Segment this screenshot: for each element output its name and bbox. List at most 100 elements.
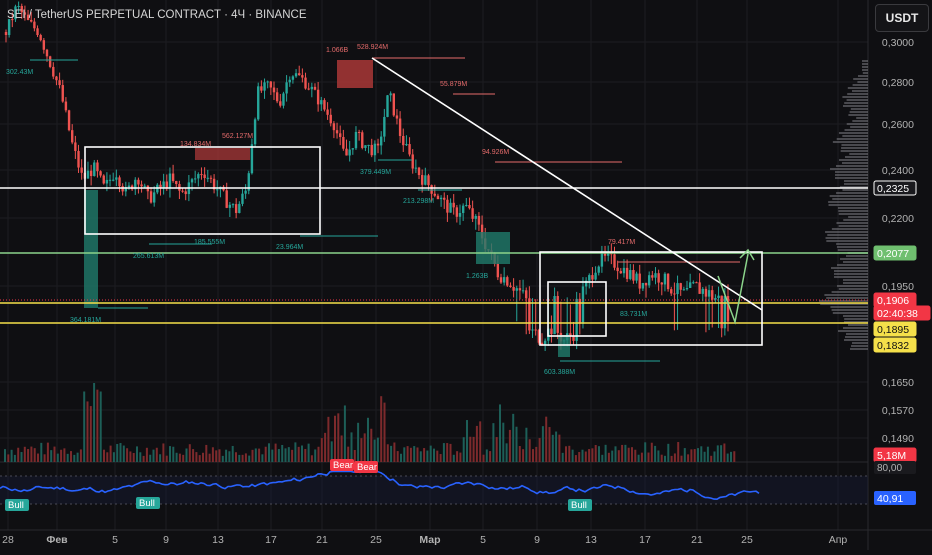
volume-bar [601, 454, 604, 462]
volume-bar [716, 445, 719, 462]
candle-body [316, 89, 320, 105]
candle-body [597, 266, 600, 273]
volume-profile-bar [840, 150, 868, 152]
volume-bar [136, 446, 138, 462]
volume-bar [50, 450, 53, 462]
volume-bar [367, 417, 369, 462]
candle-body [663, 273, 667, 285]
price-tick-label: 0,2600 [882, 119, 914, 131]
volume-bar [383, 402, 386, 462]
volume-bar [416, 447, 419, 462]
volume-bar [43, 454, 46, 462]
volume-bar [654, 445, 657, 462]
rsi-signal-text: Bull [571, 500, 587, 511]
volume-bar [423, 448, 426, 462]
volume-bar [225, 449, 228, 462]
volume-profile-bar [848, 114, 868, 116]
volume-bar [60, 449, 63, 462]
main-levels [0, 187, 868, 324]
candle-body [23, 12, 27, 15]
candle-body [263, 82, 266, 91]
time-axis-label: Фев [46, 534, 68, 546]
volume-bar [525, 427, 528, 462]
symbol-title[interactable]: SEI / TetherUS PERPETUAL CONTRACT · 4Ч ·… [7, 9, 307, 21]
candle-body [228, 204, 232, 208]
volume-bar [340, 435, 343, 462]
candle-body [294, 73, 298, 77]
candle-body [701, 288, 704, 294]
candle-body [171, 173, 175, 182]
volume-bar [380, 396, 383, 462]
candle-body [540, 342, 544, 345]
volume-profile-bar [843, 261, 868, 263]
candle-body [143, 185, 146, 187]
candle-body [20, 6, 23, 13]
volume-bar [277, 449, 280, 462]
volume-bar [499, 404, 501, 462]
volume-bar [268, 443, 270, 462]
volume-bar [188, 444, 191, 462]
candle-body [726, 296, 730, 322]
volume-bar [175, 452, 178, 462]
time-axis-label: 21 [316, 534, 328, 546]
candle-body [651, 275, 654, 278]
volume-bar [350, 432, 353, 462]
volume-bar [10, 449, 13, 462]
candle-body [638, 273, 641, 289]
rsi-signal-badge [136, 497, 160, 509]
candle-body [383, 116, 386, 137]
candle-body [427, 175, 430, 186]
volume-profile-bar [831, 228, 868, 230]
candle-body [679, 283, 682, 290]
rsi-signal-text: Bull [8, 500, 24, 511]
currency-button[interactable]: USDT [875, 4, 929, 32]
candle-body [209, 177, 213, 179]
candle-body [688, 282, 692, 288]
volume-bar [693, 449, 696, 462]
volume-profile-bar [862, 63, 868, 65]
volume-bar [687, 454, 690, 462]
candle-body [58, 80, 61, 86]
candle-body [275, 92, 279, 102]
volume-bar [588, 449, 591, 462]
volume-bar [433, 448, 435, 462]
volume-bar [83, 391, 86, 462]
volume-bar [145, 447, 148, 462]
candle-body [234, 204, 238, 213]
volume-profile-bar [858, 75, 868, 77]
candle-body [257, 86, 260, 120]
volume-profile-bar [843, 105, 868, 107]
volume-bar [650, 442, 653, 462]
volume-profile-bar [836, 192, 868, 194]
volume-profile-bar [856, 117, 868, 119]
rsi-signal-badge [5, 499, 29, 511]
volume-profile-bar [831, 291, 868, 293]
volume-bar [462, 437, 465, 462]
time-axis-label: 5 [112, 534, 118, 546]
volume-bar [436, 450, 439, 462]
candle-body [96, 162, 99, 172]
volume-bar [287, 447, 290, 462]
candle-body [398, 118, 402, 136]
volume-bar [251, 449, 254, 462]
candle-body [704, 288, 708, 297]
candle-body [30, 19, 33, 22]
volume-bar [456, 451, 459, 462]
volume-bar [343, 405, 346, 462]
volume-bar [673, 453, 676, 462]
volume-bar [357, 422, 360, 462]
candle-body [389, 93, 392, 96]
volume-profile-bar [849, 111, 868, 113]
volume-bar [254, 448, 257, 462]
volume-profile-bar [836, 222, 868, 224]
volume-profile-bar [840, 258, 868, 260]
volume-bar [23, 446, 26, 462]
volume-profile-bar [826, 297, 868, 299]
price-tick-label: 0,2200 [882, 213, 914, 225]
volume-bar [132, 452, 135, 462]
volume-profile-bar [842, 162, 868, 164]
candle-body [641, 282, 645, 289]
candle-body [272, 87, 276, 93]
